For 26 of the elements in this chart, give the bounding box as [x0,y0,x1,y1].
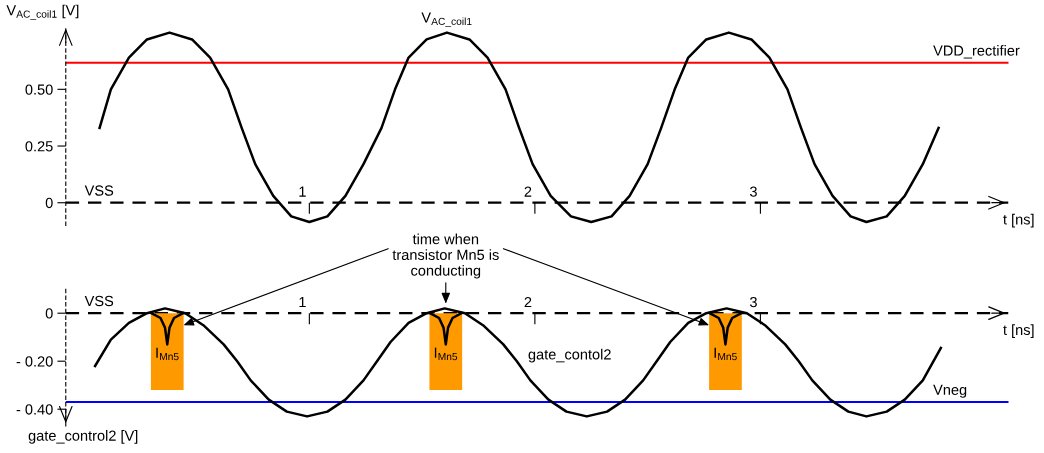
x-tick-label: 1 [299,186,306,197]
y-tick-label: 0 [45,197,53,209]
y-axis-title: V$_{AC_coil1}$ [V] [6,4,79,20]
ref-line-label: VSS [84,295,114,307]
annotation: gate_contol2 [528,348,611,363]
y-axis-title: gate_control2 [V] [28,430,138,444]
annotation: V$_{AC_coil1}$ [421,12,472,27]
x-tick-label: 3 [749,186,757,197]
y-tick-label: 0 [45,308,53,319]
x-axis-title: t [ns] [1003,213,1034,228]
annotation: I$_{Mn5}$ [434,347,458,361]
ref-line-label: Vneg [933,384,967,398]
annotation: I$_{Mn5}$ [714,347,737,361]
annotation: I$_{Mn5}$ [156,347,179,361]
x-tick-label: 1 [299,297,306,308]
x-tick-label: 2 [524,186,532,197]
x-tick-label: 3 [749,296,757,308]
y-tick-label: 0.25 [25,141,53,152]
x-tick-label: 2 [524,296,532,308]
y-tick-label: - 0.40 [16,404,53,415]
annotation: time when transistor Mn5 is conducting [392,233,499,279]
ref-line-label: VSS [84,185,114,196]
y-tick-label: 0.50 [25,84,53,95]
x-axis-title: t [ns] [1003,324,1034,338]
ref-line-label: VDD_rectifier [933,45,1020,59]
y-tick-label: - 0.20 [16,356,53,367]
